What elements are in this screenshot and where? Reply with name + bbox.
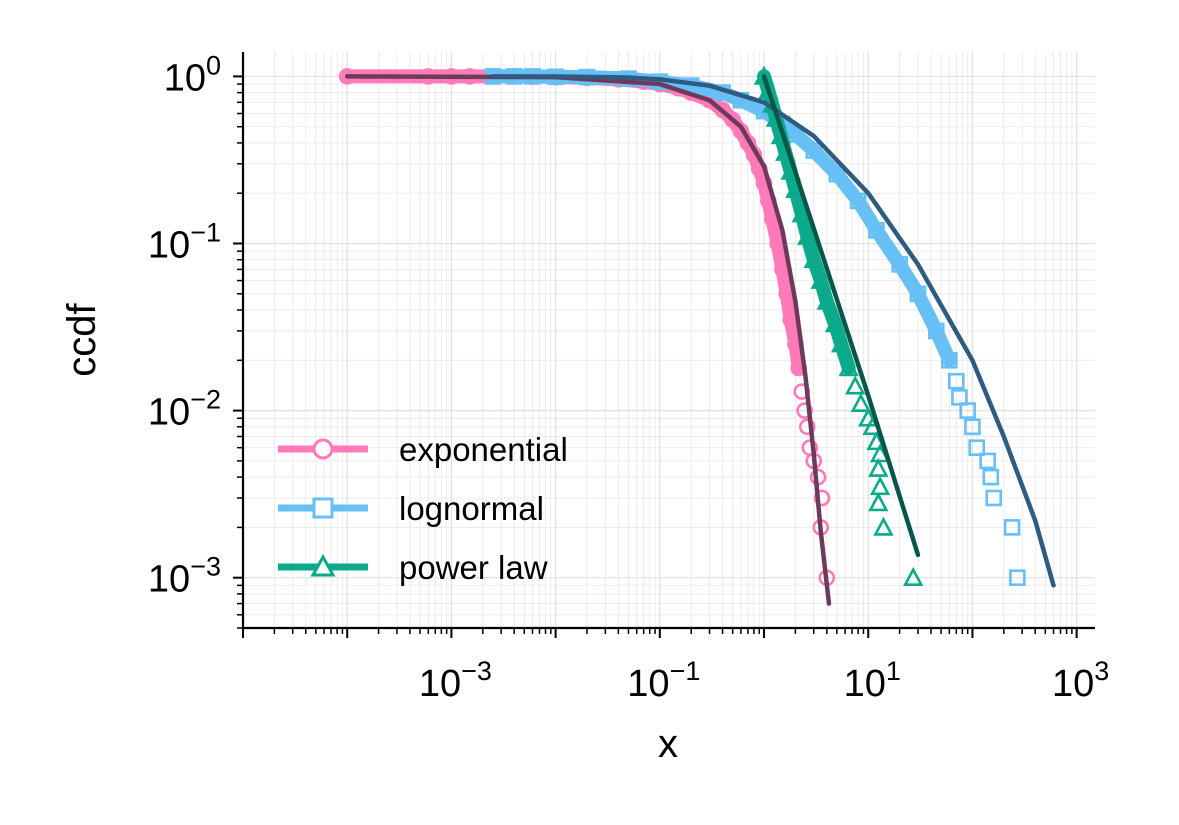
data-point-power-law xyxy=(903,566,924,586)
legend-marker-power-law xyxy=(310,553,336,577)
legend: exponential lognormal power law xyxy=(278,431,568,586)
data-point-power-law xyxy=(869,476,891,496)
fit-line-power-law xyxy=(761,74,921,558)
data-point-exponential xyxy=(813,489,831,507)
data-point-power-law xyxy=(873,516,894,536)
y-tick-label: 10−2 xyxy=(148,385,221,434)
axes xyxy=(241,52,1095,630)
data-point-lognormal xyxy=(964,418,981,436)
data-point-exponential xyxy=(796,402,813,419)
x-tick-label: 10−3 xyxy=(419,656,492,705)
grid xyxy=(242,52,1095,629)
y-axis-title: ccdf xyxy=(60,302,104,376)
empirical-band-lognormal xyxy=(485,69,957,368)
y-tick-label: 100 xyxy=(164,50,221,99)
data-point-lognormal xyxy=(959,402,976,419)
legend-marker-lognormal xyxy=(312,497,334,519)
data-point-power-law xyxy=(868,457,889,477)
data-point-power-law xyxy=(845,375,866,395)
data-point-power-law xyxy=(868,492,889,512)
data-point-lognormal xyxy=(985,489,1003,507)
fit-line-exponential xyxy=(344,74,832,606)
data-point-lognormal xyxy=(982,468,1000,486)
legend-label-power-law: power law xyxy=(399,549,548,586)
fit-line-lognormal xyxy=(490,74,1056,588)
data-point-lognormal xyxy=(948,372,965,390)
y-tick-label: 10−1 xyxy=(148,218,221,267)
ticks: 10−3 10−1 101 103 100 10−1 10−2 10−3 xyxy=(148,50,1109,705)
data-point-lognormal xyxy=(1003,519,1021,536)
data-point-lognormal xyxy=(1009,569,1026,586)
x-axis-title: x xyxy=(658,722,678,766)
data-point-lognormal xyxy=(951,389,968,406)
x-tick-label: 10−1 xyxy=(627,656,700,705)
data-point-lognormal xyxy=(979,452,996,470)
legend-label-exponential: exponential xyxy=(399,431,568,468)
legend-marker-exponential xyxy=(312,438,334,460)
data-point-exponential xyxy=(798,418,816,436)
y-tick-label: 10−3 xyxy=(148,552,221,601)
x-tick-label: 101 xyxy=(844,656,901,705)
legend-label-lognormal: lognormal xyxy=(399,490,544,527)
data-point-lognormal xyxy=(968,439,986,456)
series-layer xyxy=(338,65,1056,606)
x-tick-label: 103 xyxy=(1052,656,1109,705)
data-point-power-law xyxy=(850,392,872,412)
